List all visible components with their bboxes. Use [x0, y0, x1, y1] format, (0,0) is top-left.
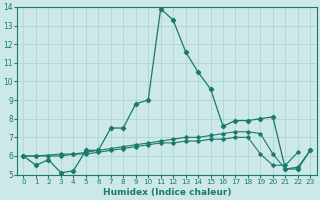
- X-axis label: Humidex (Indice chaleur): Humidex (Indice chaleur): [103, 188, 231, 197]
